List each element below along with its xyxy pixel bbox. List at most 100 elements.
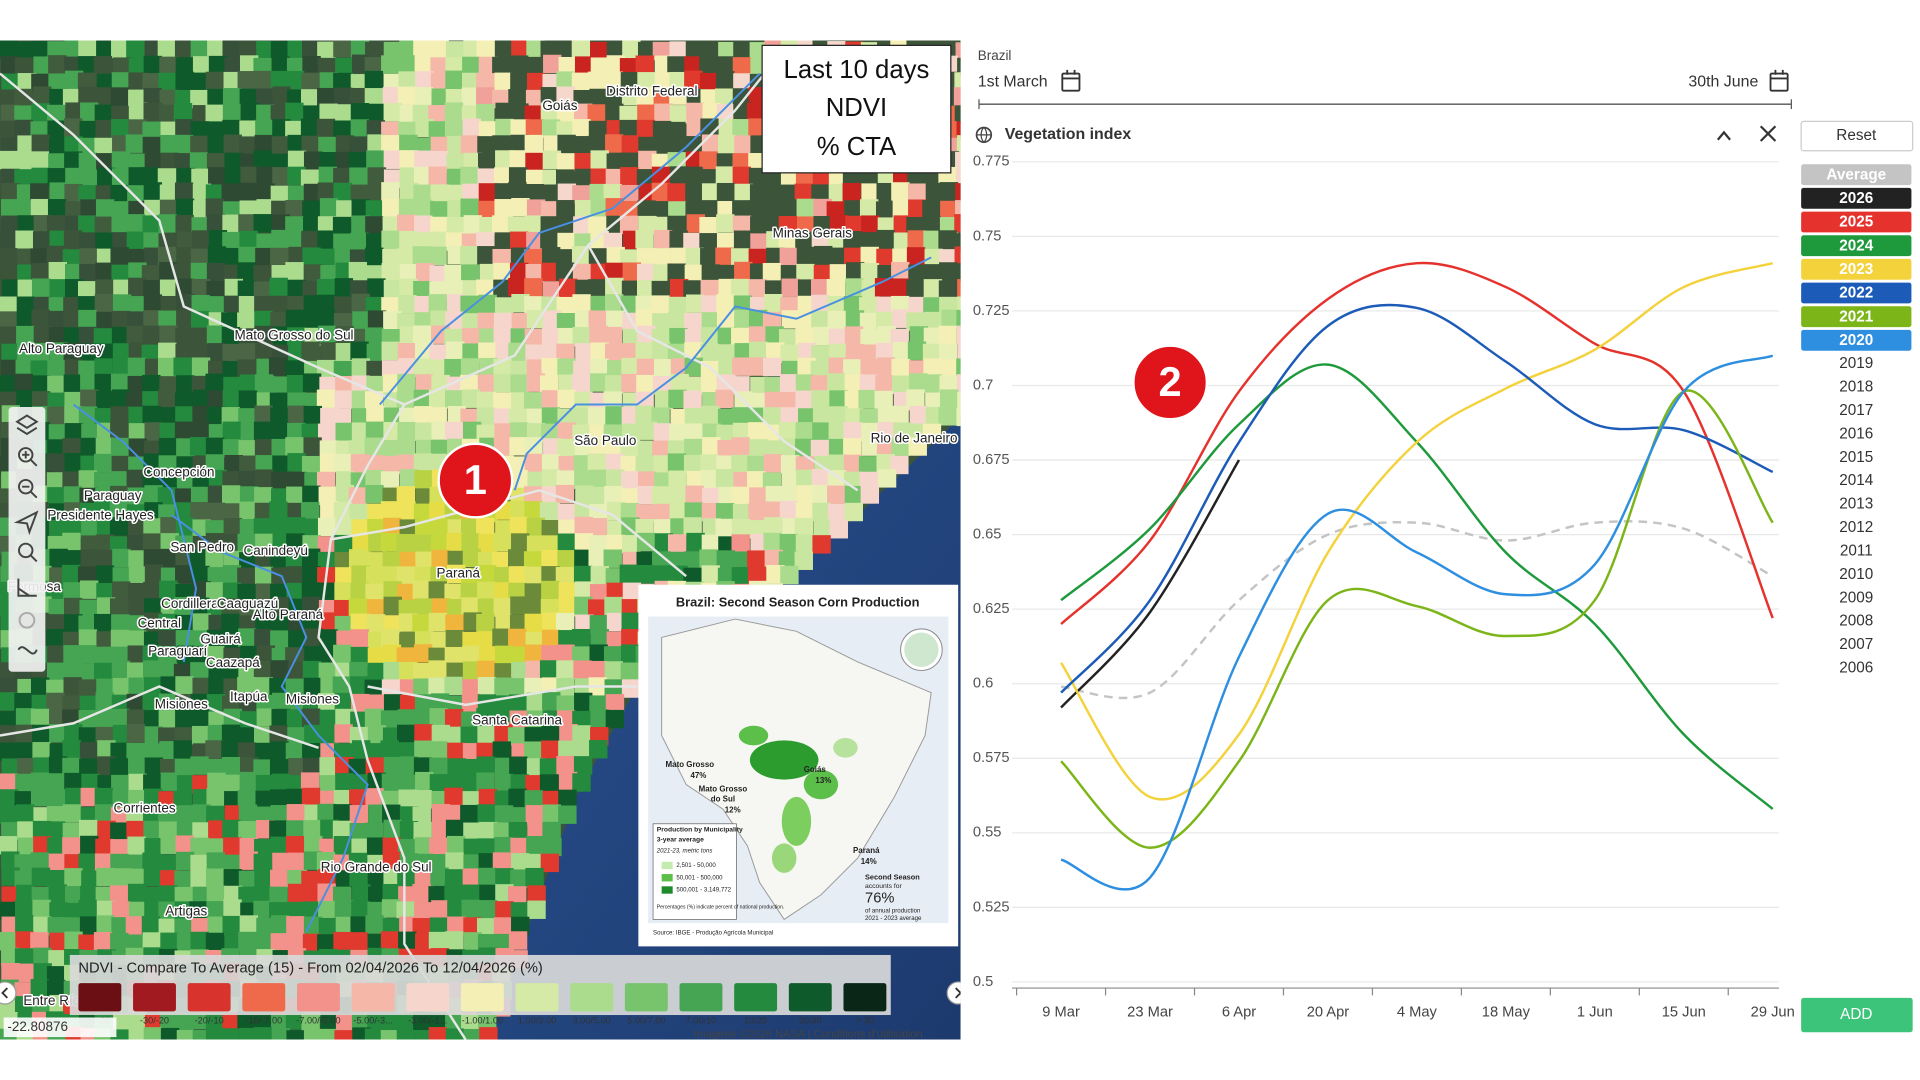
map-region bbox=[351, 900, 370, 920]
chart-panel: Brazil 1st March 30th June Vegetation in… bbox=[973, 48, 1914, 1033]
legend-inactive[interactable]: 2010 bbox=[1839, 566, 1873, 583]
legend-inactive[interactable]: 2009 bbox=[1839, 589, 1873, 606]
legend-button[interactable] bbox=[1801, 306, 1912, 328]
map-region bbox=[253, 599, 272, 618]
map-region bbox=[638, 471, 657, 490]
map-region bbox=[494, 773, 514, 793]
map-region bbox=[590, 150, 609, 169]
map-region bbox=[80, 549, 100, 568]
map-region bbox=[77, 72, 97, 92]
legend-inactive[interactable]: 2011 bbox=[1840, 542, 1873, 559]
y-tick-label: 0.5 bbox=[973, 974, 993, 990]
map-region bbox=[476, 613, 495, 633]
legend-inactive[interactable]: 2014 bbox=[1839, 472, 1874, 489]
map-region bbox=[428, 660, 447, 679]
end-date[interactable]: 30th June bbox=[1688, 73, 1758, 90]
calendar-icon[interactable] bbox=[1769, 72, 1789, 92]
legend-inactive[interactable]: 2015 bbox=[1839, 449, 1873, 466]
legend-inactive[interactable]: 2007 bbox=[1839, 636, 1873, 653]
legend-inactive[interactable]: 2013 bbox=[1839, 496, 1873, 513]
map-region bbox=[541, 580, 560, 600]
map-region bbox=[955, 200, 961, 219]
map-region bbox=[940, 200, 959, 220]
map-region bbox=[828, 328, 848, 348]
layers-icon[interactable] bbox=[15, 414, 39, 436]
map-region bbox=[715, 389, 734, 409]
legend-button[interactable] bbox=[1801, 164, 1912, 186]
map-region bbox=[334, 724, 353, 743]
legend-inactive[interactable]: 2017 bbox=[1839, 402, 1873, 419]
map-region bbox=[79, 169, 99, 188]
close-icon[interactable] bbox=[1759, 125, 1777, 142]
map-region bbox=[1, 822, 20, 841]
map-region bbox=[316, 309, 336, 329]
map-region bbox=[796, 469, 815, 488]
legend-button[interactable] bbox=[1801, 211, 1912, 233]
map-region bbox=[621, 488, 640, 507]
map-region bbox=[605, 168, 625, 188]
legend-button[interactable] bbox=[1801, 187, 1912, 209]
map-region bbox=[652, 201, 672, 220]
map-region bbox=[191, 565, 210, 585]
map-region bbox=[112, 548, 131, 568]
map-region bbox=[127, 630, 147, 649]
map-region bbox=[142, 692, 161, 711]
legend-inactive[interactable]: 2018 bbox=[1839, 379, 1873, 396]
legend-inactive[interactable]: 2019 bbox=[1839, 355, 1873, 372]
map-region bbox=[685, 247, 705, 267]
map-region bbox=[859, 199, 879, 218]
map-region bbox=[366, 120, 386, 139]
legend-inactive[interactable]: 2008 bbox=[1839, 613, 1873, 630]
map-region bbox=[444, 421, 464, 441]
inset-text: Paraná bbox=[853, 846, 880, 855]
map-region bbox=[860, 485, 880, 504]
start-date[interactable]: 1st March bbox=[978, 73, 1048, 90]
map-region bbox=[860, 359, 879, 378]
legend-inactive[interactable]: 2006 bbox=[1839, 660, 1873, 677]
map-prev[interactable] bbox=[0, 981, 17, 1005]
map-region bbox=[94, 472, 113, 491]
legend-button[interactable] bbox=[1801, 258, 1912, 280]
locate-icon[interactable] bbox=[13, 510, 39, 536]
draw-icon[interactable] bbox=[17, 646, 38, 655]
series-line bbox=[1060, 262, 1774, 801]
map-region bbox=[477, 564, 497, 584]
calendar-icon[interactable] bbox=[1061, 72, 1081, 92]
map-region bbox=[462, 328, 481, 347]
map-region bbox=[239, 1027, 259, 1040]
inset-text: 2021 - 2023 average bbox=[865, 915, 922, 922]
map-region bbox=[333, 72, 352, 92]
map-region bbox=[0, 692, 18, 711]
map-region bbox=[190, 89, 209, 109]
map-region bbox=[160, 835, 179, 854]
map-region bbox=[30, 932, 49, 951]
gps-icon[interactable] bbox=[18, 611, 36, 629]
collapse-icon[interactable] bbox=[1716, 130, 1731, 141]
map-region bbox=[810, 375, 830, 394]
zoom-out-icon[interactable] bbox=[18, 478, 34, 495]
reset-button[interactable] bbox=[1800, 120, 1914, 152]
map-region bbox=[620, 152, 639, 171]
map-region bbox=[301, 1012, 320, 1032]
map-region bbox=[206, 646, 225, 665]
legend-inactive[interactable]: 2012 bbox=[1839, 519, 1873, 536]
map-region bbox=[795, 374, 815, 393]
legend-button[interactable] bbox=[1801, 235, 1912, 257]
search-icon[interactable] bbox=[18, 542, 34, 559]
zoom-in-icon[interactable] bbox=[18, 447, 34, 463]
place-label: Canindeyú bbox=[243, 543, 307, 558]
map-region bbox=[222, 40, 241, 59]
legend-inactive[interactable]: 2016 bbox=[1839, 425, 1873, 442]
map-next[interactable] bbox=[946, 981, 969, 1005]
map-region bbox=[494, 710, 513, 729]
map-region bbox=[636, 119, 656, 139]
measure-icon[interactable] bbox=[17, 578, 37, 597]
map-region bbox=[668, 487, 687, 507]
map-region bbox=[383, 279, 403, 299]
add-button[interactable] bbox=[1801, 997, 1913, 1033]
map-region bbox=[476, 232, 495, 251]
legend-button[interactable] bbox=[1801, 282, 1912, 304]
legend-button[interactable] bbox=[1801, 329, 1912, 351]
